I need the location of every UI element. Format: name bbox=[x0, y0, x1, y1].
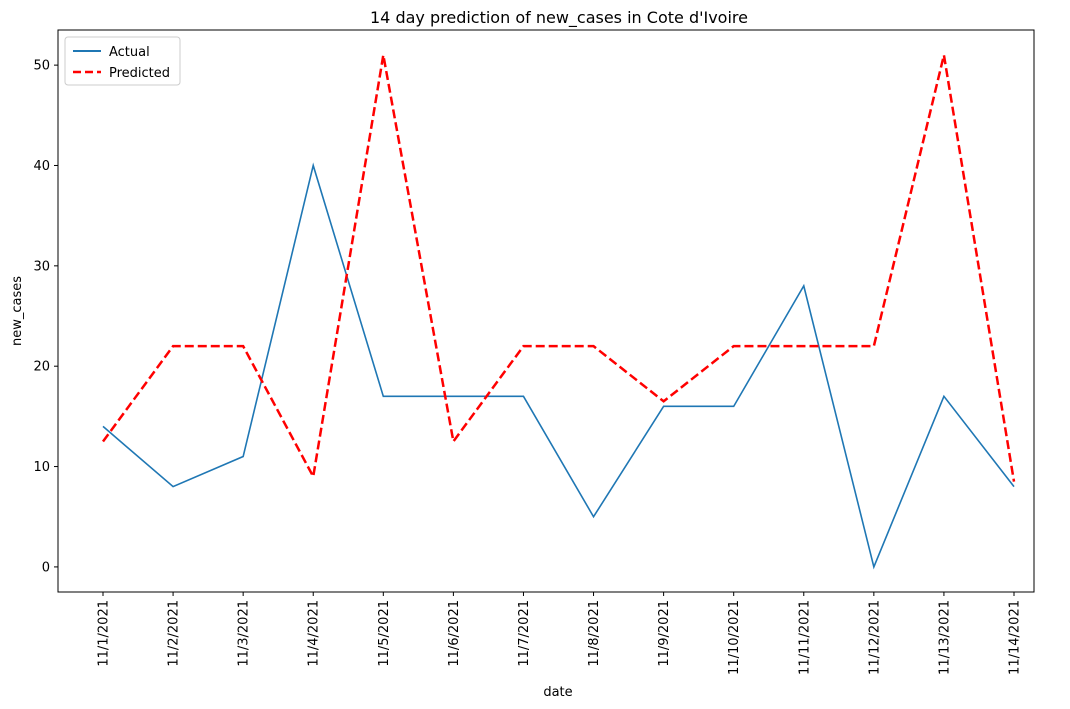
legend-label-predicted: Predicted bbox=[109, 66, 170, 81]
x-tick-label: 11/13/2021 bbox=[937, 600, 952, 675]
plot-area bbox=[57, 29, 1035, 593]
legend-label-actual: Actual bbox=[109, 45, 150, 60]
x-tick-label: 11/11/2021 bbox=[797, 600, 812, 675]
x-axis: 11/1/2021 11/2/2021 11/3/2021 11/4/2021 11/5… bbox=[97, 592, 1023, 675]
x-tick-label: 11/14/2021 bbox=[1008, 600, 1023, 675]
y-axis-label: new_cases bbox=[10, 276, 25, 346]
chart-title: 14 day prediction of new_cases in Cote d… bbox=[370, 8, 748, 28]
x-tick-label: 11/2/2021 bbox=[167, 600, 182, 667]
y-axis: 0 10 20 30 40 50 bbox=[33, 59, 58, 575]
x-axis-label: date bbox=[543, 685, 572, 700]
x-tick-label: 11/12/2021 bbox=[867, 600, 882, 675]
series-layer bbox=[101, 54, 1016, 570]
x-tick-label: 11/4/2021 bbox=[307, 600, 322, 667]
y-tick-label: 40 bbox=[33, 159, 50, 174]
series-line-predicted bbox=[101, 54, 1016, 482]
y-tick-label: 30 bbox=[33, 259, 50, 274]
x-tick-label: 11/8/2021 bbox=[587, 600, 602, 667]
x-tick-label: 11/3/2021 bbox=[237, 600, 252, 667]
x-tick-label: 11/7/2021 bbox=[517, 600, 532, 667]
x-tick-label: 11/5/2021 bbox=[377, 600, 392, 667]
legend-box bbox=[64, 36, 181, 86]
y-tick-label: 0 bbox=[42, 560, 50, 575]
series-line-actual bbox=[102, 162, 1015, 570]
legend: Actual Predicted bbox=[64, 36, 181, 86]
y-tick-label: 50 bbox=[33, 59, 50, 74]
x-tick-label: 11/1/2021 bbox=[97, 600, 112, 667]
y-tick-label: 10 bbox=[33, 460, 50, 475]
x-tick-label: 11/10/2021 bbox=[727, 600, 742, 675]
x-tick-label: 11/6/2021 bbox=[447, 600, 462, 667]
y-tick-label: 20 bbox=[33, 360, 50, 375]
x-tick-label: 11/9/2021 bbox=[657, 600, 672, 667]
